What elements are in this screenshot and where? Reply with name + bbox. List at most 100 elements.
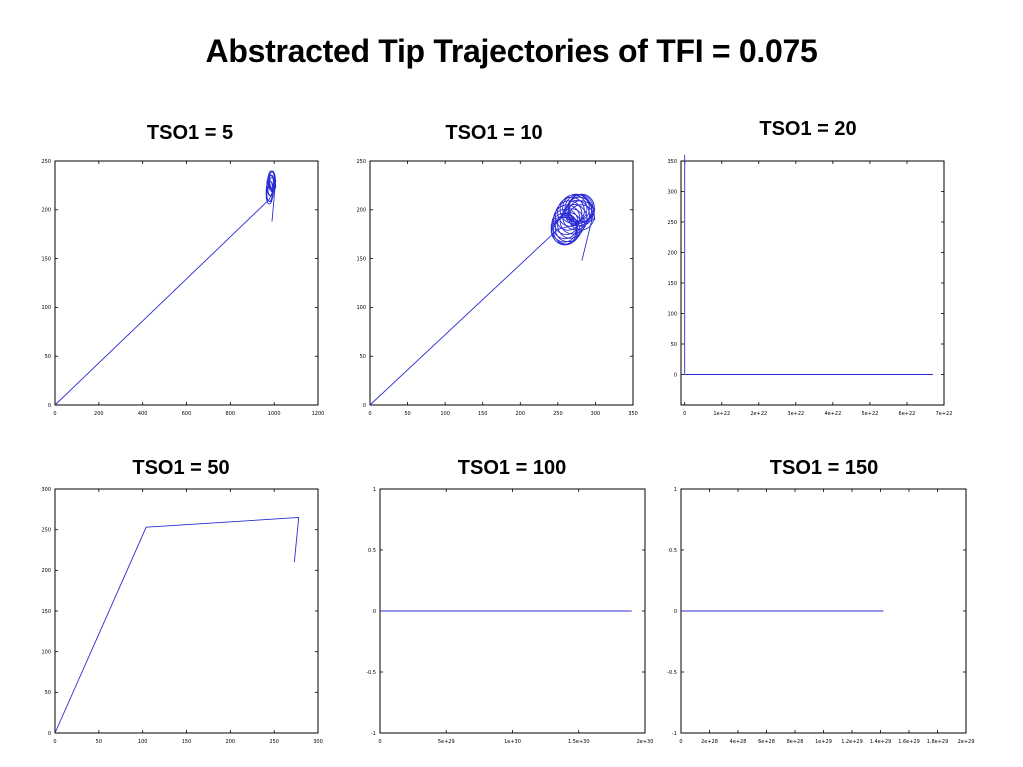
x-tick-label: 1200 xyxy=(312,411,325,417)
x-tick-label: 100 xyxy=(440,411,450,417)
y-tick-label: -0.5 xyxy=(366,670,376,676)
x-tick-label: 1e+29 xyxy=(815,739,832,745)
x-tick-label: 4e+28 xyxy=(730,739,747,745)
chart-tso1-10: 0 50 100 150 200 250 300 350 0 50 100 150 200 250 xyxy=(356,159,637,417)
y-tick-label: 100 xyxy=(41,649,51,655)
x-tick-label: 0 xyxy=(368,411,371,417)
x-tick-label: 6e+22 xyxy=(899,411,916,417)
y-tick-label: 0 xyxy=(674,372,677,378)
y-tick-label: 100 xyxy=(41,305,51,311)
y-tick-label: 1 xyxy=(674,487,677,493)
x-tick-label: 50 xyxy=(96,739,102,745)
y-tick-label: 250 xyxy=(41,527,51,533)
x-tick-label: 250 xyxy=(269,739,279,745)
y-tick-label: 50 xyxy=(45,354,51,360)
x-tick-label: 400 xyxy=(138,411,148,417)
x-tick-label: 5e+29 xyxy=(438,739,455,745)
plot-frame xyxy=(680,160,945,406)
x-tick-label: 5e+22 xyxy=(862,411,879,417)
y-tick-label: 50 xyxy=(671,342,677,348)
chart-tso1-100: 0 5e+29 1e+30 1.5e+30 2e+30 -1 -0.5 0 0.5 1 xyxy=(366,487,653,745)
y-tick-label: -1 xyxy=(371,731,376,737)
y-tick-label: -0.5 xyxy=(667,670,677,676)
x-tick-label: 2e+22 xyxy=(750,411,767,417)
panel-title-tso1-100: TSO1 = 100 xyxy=(457,457,567,479)
plot-frame xyxy=(369,160,634,406)
x-tick-label: 200 xyxy=(94,411,104,417)
y-tick-label: 100 xyxy=(667,311,677,317)
page-title: Abstracted Tip Trajectories of TFI = 0.0… xyxy=(205,33,818,69)
x-tick-label: 800 xyxy=(226,411,236,417)
y-tick-label: -1 xyxy=(672,731,677,737)
plot-frame xyxy=(54,160,319,406)
x-tick-label: 1e+30 xyxy=(504,739,521,745)
y-tick-label: 0 xyxy=(48,731,51,737)
chart-tso1-50: 0 50 100 150 200 250 300 0 50 100 150 200 250 300 xyxy=(41,487,322,745)
x-tick-label: 200 xyxy=(226,739,236,745)
y-tick-label: 50 xyxy=(45,690,51,696)
y-tick-label: 0 xyxy=(373,609,376,615)
x-tick-label: 150 xyxy=(182,739,192,745)
trajectory-line xyxy=(369,193,596,406)
chart-tso1-150: 0 2e+28 4e+28 6e+28 8e+28 1e+29 1.2e+29 1.4e+29… xyxy=(667,487,974,745)
x-tick-label: 250 xyxy=(553,411,563,417)
y-tick-label: 0.5 xyxy=(669,548,677,554)
chart-tso1-20: 0 1e+22 2e+22 3e+22 4e+22 5e+22 6e+22 7e+22 0 50 1… xyxy=(667,154,953,417)
x-tick-label: 350 xyxy=(628,411,638,417)
x-tick-label: 1.2e+29 xyxy=(841,739,863,745)
y-tick-label: 1 xyxy=(373,487,376,493)
x-tick-label: 300 xyxy=(591,411,601,417)
y-tick-label: 200 xyxy=(41,568,51,574)
y-tick-label: 0 xyxy=(674,609,677,615)
x-tick-label: 7e+22 xyxy=(936,411,953,417)
panel-title-tso1-5: TSO1 = 5 xyxy=(146,122,234,144)
x-tick-label: 2e+30 xyxy=(637,739,654,745)
x-tick-label: 3e+22 xyxy=(787,411,804,417)
x-tick-label: 600 xyxy=(182,411,192,417)
x-tick-label: 1.4e+29 xyxy=(870,739,892,745)
panel-title-tso1-10: TSO1 = 10 xyxy=(445,122,543,144)
x-tick-label: 4e+22 xyxy=(824,411,841,417)
x-tick-label: 0 xyxy=(53,411,56,417)
x-tick-label: 2e+29 xyxy=(958,739,975,745)
x-tick-label: 0 xyxy=(378,739,381,745)
x-tick-label: 8e+28 xyxy=(787,739,804,745)
x-tick-label: 0 xyxy=(683,411,686,417)
y-tick-label: 350 xyxy=(667,159,677,165)
y-tick-label: 300 xyxy=(667,189,677,195)
y-tick-label: 250 xyxy=(356,159,366,165)
y-tick-label: 250 xyxy=(41,159,51,165)
trajectory-line xyxy=(54,517,300,734)
y-tick-label: 150 xyxy=(41,609,51,615)
y-tick-label: 0.5 xyxy=(368,548,376,554)
y-tick-label: 200 xyxy=(356,208,366,214)
x-tick-label: 200 xyxy=(516,411,526,417)
y-tick-label: 100 xyxy=(356,305,366,311)
trajectory-line xyxy=(684,154,933,375)
y-tick-label: 50 xyxy=(360,354,366,360)
x-tick-label: 1.5e+30 xyxy=(568,739,590,745)
x-tick-label: 100 xyxy=(138,739,148,745)
x-tick-label: 0 xyxy=(53,739,56,745)
y-tick-label: 200 xyxy=(667,250,677,256)
panel-title-tso1-50: TSO1 = 50 xyxy=(132,457,230,479)
y-tick-label: 300 xyxy=(41,487,51,493)
y-tick-label: 200 xyxy=(41,208,51,214)
y-tick-label: 150 xyxy=(41,256,51,262)
panel-title-tso1-20: TSO1 = 20 xyxy=(759,118,857,140)
y-tick-label: 150 xyxy=(356,256,366,262)
trajectory-line xyxy=(54,170,277,406)
x-tick-label: 1.8e+29 xyxy=(927,739,949,745)
panel-title-tso1-150: TSO1 = 150 xyxy=(769,457,879,479)
x-tick-label: 150 xyxy=(478,411,488,417)
x-tick-label: 0 xyxy=(679,739,682,745)
x-tick-label: 6e+28 xyxy=(758,739,775,745)
x-tick-label: 50 xyxy=(404,411,410,417)
x-tick-label: 1e+22 xyxy=(713,411,730,417)
plot-frame xyxy=(54,488,319,734)
y-tick-label: 0 xyxy=(48,403,51,409)
y-tick-label: 0 xyxy=(363,403,366,409)
x-tick-label: 300 xyxy=(313,739,323,745)
chart-tso1-5: 0 200 400 600 800 1000 1200 0 50 100 150 200 250 xyxy=(41,159,324,417)
